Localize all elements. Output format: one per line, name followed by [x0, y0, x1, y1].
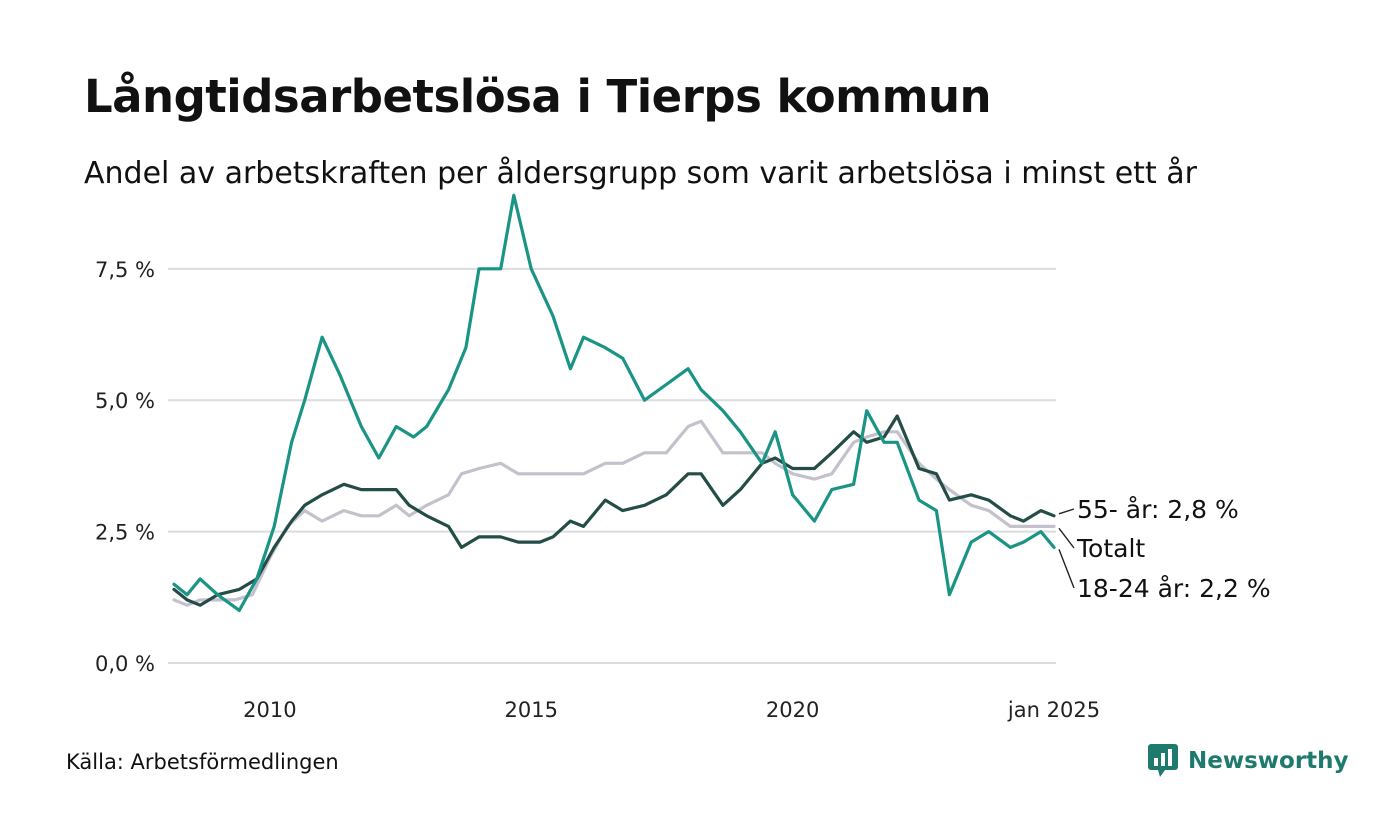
- chart-subtitle: Andel av arbetskraften per åldersgrupp s…: [84, 156, 1197, 191]
- brand-name: Newsworthy: [1188, 748, 1349, 774]
- source-note: Källa: Arbetsförmedlingen: [66, 750, 339, 774]
- chart-title: Långtidsarbetslösa i Tierps kommun: [84, 70, 992, 123]
- series-lines: [172, 193, 1056, 612]
- y-tick-label: 0,0 %: [95, 652, 155, 676]
- y-tick-label: 7,5 %: [95, 258, 155, 282]
- x-tick-label: jan 2025: [1007, 698, 1100, 722]
- newsworthy-logo-icon: [1148, 744, 1178, 777]
- end-label: 55- år: 2,8 %: [1077, 495, 1239, 524]
- grid-lines: [168, 267, 1056, 664]
- x-tick-label: 2010: [243, 698, 296, 722]
- series-line-1: [172, 419, 1056, 607]
- series-line-3: [172, 193, 1056, 612]
- y-tick-label: 2,5 %: [95, 521, 155, 545]
- x-tick-label: 2020: [766, 698, 819, 722]
- brand-logo: Newsworthy: [1148, 744, 1349, 778]
- y-tick-label: 5,0 %: [95, 389, 155, 413]
- series-line-2: [172, 414, 1056, 607]
- end-label: Totalt: [1076, 534, 1145, 563]
- x-axis-ticks: 2010 2015 2020 jan 2025: [243, 698, 1100, 722]
- x-tick-label: 2015: [505, 698, 558, 722]
- end-label-connector: [1058, 508, 1075, 515]
- end-labels: Totalt 55- år: 2,8 % 18-24 år: 2,2 %: [1058, 495, 1271, 603]
- end-label-connector: [1058, 527, 1075, 549]
- end-label: 18-24 år: 2,2 %: [1077, 574, 1271, 603]
- y-axis-ticks: 0,0 % 2,5 % 5,0 % 7,5 %: [95, 258, 155, 676]
- end-label-connector: [1058, 549, 1075, 589]
